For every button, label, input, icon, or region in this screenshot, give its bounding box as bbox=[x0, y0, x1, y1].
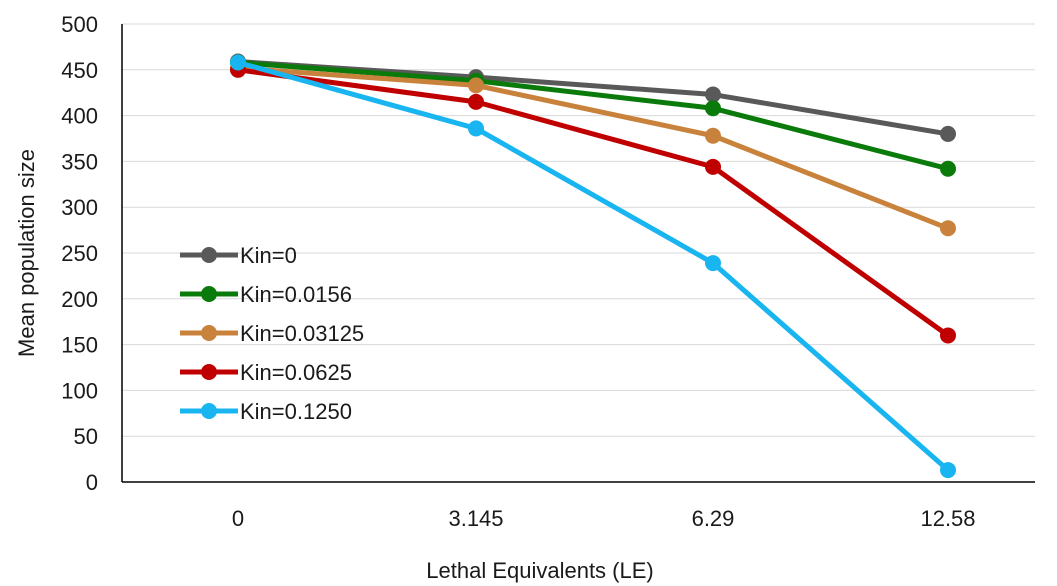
x-tick-label: 0 bbox=[232, 506, 244, 531]
data-point bbox=[230, 54, 246, 71]
data-point bbox=[705, 86, 721, 103]
y-tick-label: 150 bbox=[61, 333, 98, 358]
y-tick-label: 250 bbox=[61, 241, 98, 266]
data-point bbox=[940, 160, 956, 177]
y-tick-label: 300 bbox=[61, 195, 98, 220]
y-tick-label: 200 bbox=[61, 287, 98, 312]
y-tick-label: 350 bbox=[61, 149, 98, 174]
legend-swatch-marker bbox=[201, 403, 217, 419]
y-tick-label: 100 bbox=[61, 378, 98, 403]
data-point bbox=[940, 220, 956, 237]
legend-swatch-marker bbox=[201, 364, 217, 380]
series-line bbox=[237, 67, 950, 338]
y-tick-label: 50 bbox=[74, 424, 98, 449]
y-axis-title: Mean population size bbox=[14, 149, 39, 357]
data-point bbox=[940, 462, 956, 479]
legend-label: Kin=0.0156 bbox=[240, 282, 352, 307]
legend-label: Kin=0.1250 bbox=[240, 399, 352, 424]
data-point bbox=[705, 255, 721, 272]
legend: Kin=0 Kin=0.0156 Kin=0.03125 Kin=0.0625 Kin=… bbox=[180, 243, 364, 424]
data-point bbox=[705, 127, 721, 144]
data-point bbox=[468, 93, 484, 110]
data-point bbox=[940, 327, 956, 344]
x-axis-title: Lethal Equivalents (LE) bbox=[426, 558, 653, 583]
x-tick-label: 3.145 bbox=[448, 506, 503, 531]
y-tick-label: 0 bbox=[86, 470, 98, 495]
x-tick-labels: 0 3.145 6.29 12.58 bbox=[232, 506, 976, 531]
series-line bbox=[237, 60, 950, 472]
legend-swatch-marker bbox=[201, 286, 217, 302]
legend-label: Kin=0 bbox=[240, 243, 297, 268]
y-tick-label: 400 bbox=[61, 104, 98, 129]
legend-label: Kin=0.03125 bbox=[240, 321, 364, 346]
x-tick-label: 12.58 bbox=[920, 506, 975, 531]
gridlines bbox=[122, 23, 1035, 437]
data-point bbox=[705, 100, 721, 117]
series-line bbox=[237, 65, 949, 231]
y-tick-labels: 0 50 100 150 200 250 300 350 400 450 500 bbox=[61, 12, 98, 495]
series-Kin=0 bbox=[230, 53, 956, 142]
data-point bbox=[705, 158, 721, 175]
y-tick-label: 450 bbox=[61, 58, 98, 83]
data-point bbox=[468, 120, 484, 137]
series-line bbox=[237, 59, 949, 172]
x-tick-label: 6.29 bbox=[692, 506, 735, 531]
legend-label: Kin=0.0625 bbox=[240, 360, 352, 385]
legend-swatch-marker bbox=[201, 247, 217, 263]
data-point bbox=[940, 125, 956, 142]
axes bbox=[121, 24, 1035, 483]
data-point bbox=[468, 77, 484, 94]
series-Kin=0.1250 bbox=[230, 54, 956, 479]
series-lines bbox=[230, 53, 956, 479]
legend-swatch-marker bbox=[201, 325, 217, 341]
y-tick-label: 500 bbox=[61, 12, 98, 37]
